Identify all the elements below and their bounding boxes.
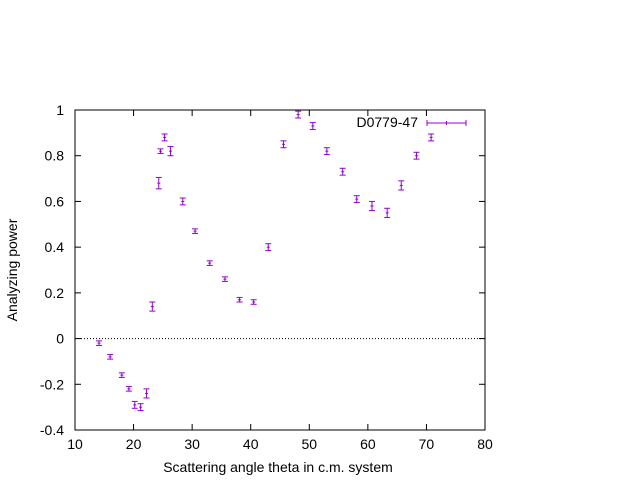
y-tick-label: 0 — [56, 331, 64, 347]
data-point — [339, 167, 346, 176]
data-point — [398, 180, 405, 191]
data-point — [179, 197, 186, 206]
data-point — [125, 386, 132, 392]
data-point — [192, 228, 199, 234]
data-point — [221, 276, 228, 282]
data-point — [309, 122, 316, 130]
data-point — [157, 148, 164, 154]
x-tick-label: 50 — [301, 436, 317, 452]
legend-swatch — [426, 120, 467, 126]
data-point — [265, 243, 272, 252]
data-point — [413, 151, 420, 160]
y-tick-label: 0.4 — [45, 239, 65, 255]
y-tick-label: -0.2 — [40, 376, 64, 392]
x-tick-label: 80 — [477, 436, 493, 452]
data-point — [143, 388, 150, 399]
data-point — [353, 195, 360, 204]
x-tick-label: 10 — [67, 436, 83, 452]
data-point — [107, 354, 114, 360]
y-tick-label: 0.2 — [45, 285, 65, 301]
data-points — [96, 110, 435, 412]
data-point — [250, 299, 257, 305]
data-point — [137, 403, 144, 412]
y-tick-label: 0.6 — [45, 193, 65, 209]
y-tick-label: 0.8 — [45, 148, 65, 164]
x-tick-label: 60 — [360, 436, 376, 452]
y-tick-label: 1 — [56, 102, 64, 118]
x-tick-label: 20 — [126, 436, 142, 452]
legend: D0779-47 — [357, 114, 467, 130]
x-tick-label: 70 — [419, 436, 435, 452]
data-point — [155, 176, 162, 190]
x-axis-label: Scattering angle theta in c.m. system — [163, 459, 393, 475]
data-point — [161, 133, 168, 142]
data-point — [280, 140, 287, 149]
x-tick-label: 40 — [243, 436, 259, 452]
data-point — [131, 400, 138, 409]
x-tick-label: 30 — [184, 436, 200, 452]
plot-frame — [74, 109, 486, 431]
data-point — [149, 301, 156, 312]
data-point — [295, 110, 302, 119]
y-axis-label: Analyzing power — [4, 218, 20, 321]
data-point — [167, 146, 174, 157]
data-point — [206, 260, 213, 266]
data-point — [428, 133, 435, 142]
data-point — [384, 207, 391, 218]
legend-label: D0779-47 — [357, 114, 419, 130]
data-point — [118, 372, 125, 378]
y-tick-label: -0.4 — [40, 422, 64, 438]
y-ticks: -0.4 -0.2 0 0.2 0.4 0.6 0.8 1 — [40, 102, 485, 438]
data-point — [323, 147, 330, 156]
data-point — [96, 340, 103, 346]
x-ticks: 10 20 30 40 50 60 70 80 — [67, 110, 493, 452]
data-point — [368, 200, 375, 212]
data-point — [236, 296, 243, 303]
